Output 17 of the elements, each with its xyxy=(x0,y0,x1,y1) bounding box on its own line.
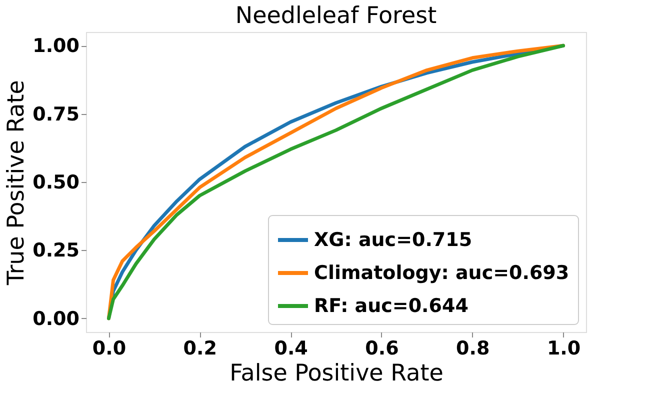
y-tick-label: 0.75 xyxy=(32,103,80,126)
y-axis-title: True Positive Rate xyxy=(4,80,30,286)
legend-label: RF: auc=0.644 xyxy=(314,295,468,317)
y-tick-label: 0.00 xyxy=(32,308,80,330)
y-tick-label: 0.50 xyxy=(32,172,80,194)
x-tick-label: 0.6 xyxy=(365,338,399,360)
x-tick-label: 1.0 xyxy=(546,338,581,360)
y-tick-label: 0.25 xyxy=(32,240,80,262)
x-tick-label: 0.8 xyxy=(456,338,490,360)
x-axis-title: False Positive Rate xyxy=(230,360,444,386)
legend-label: Climatology: auc=0.693 xyxy=(314,262,570,284)
x-tick-label: 0.2 xyxy=(183,338,217,360)
x-tick-label: 0.4 xyxy=(274,338,308,360)
chart-title: Needleleaf Forest xyxy=(235,3,437,29)
y-tick-label: 1.00 xyxy=(32,35,80,58)
legend-label: XG: auc=0.715 xyxy=(314,229,472,251)
x-tick-label: 0.0 xyxy=(92,338,126,360)
